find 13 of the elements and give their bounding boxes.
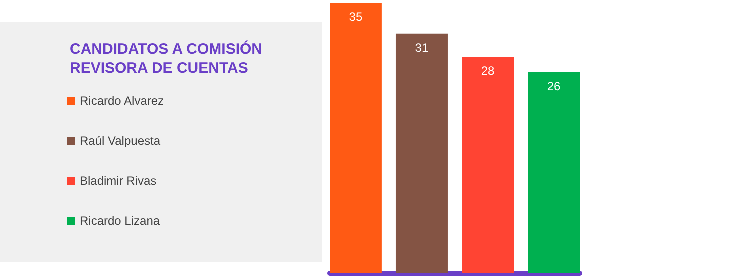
data-label: 26	[547, 79, 562, 94]
legend-label: Raúl Valpuesta	[80, 134, 161, 148]
legend-title: CANDIDATOS A COMISIÓN REVISORA DE CUENTAS	[70, 40, 267, 77]
bar	[330, 3, 382, 273]
bar	[462, 57, 514, 273]
legend-label: Ricardo Alvarez	[80, 94, 164, 108]
bar	[528, 72, 580, 273]
data-label: 35	[349, 10, 363, 24]
data-label: 31	[415, 40, 429, 55]
legend-label: Bladimir Rivas	[80, 174, 157, 188]
legend-label: Ricardo Lizana	[80, 214, 160, 228]
bar	[396, 34, 448, 273]
data-label: 28	[481, 64, 496, 78]
